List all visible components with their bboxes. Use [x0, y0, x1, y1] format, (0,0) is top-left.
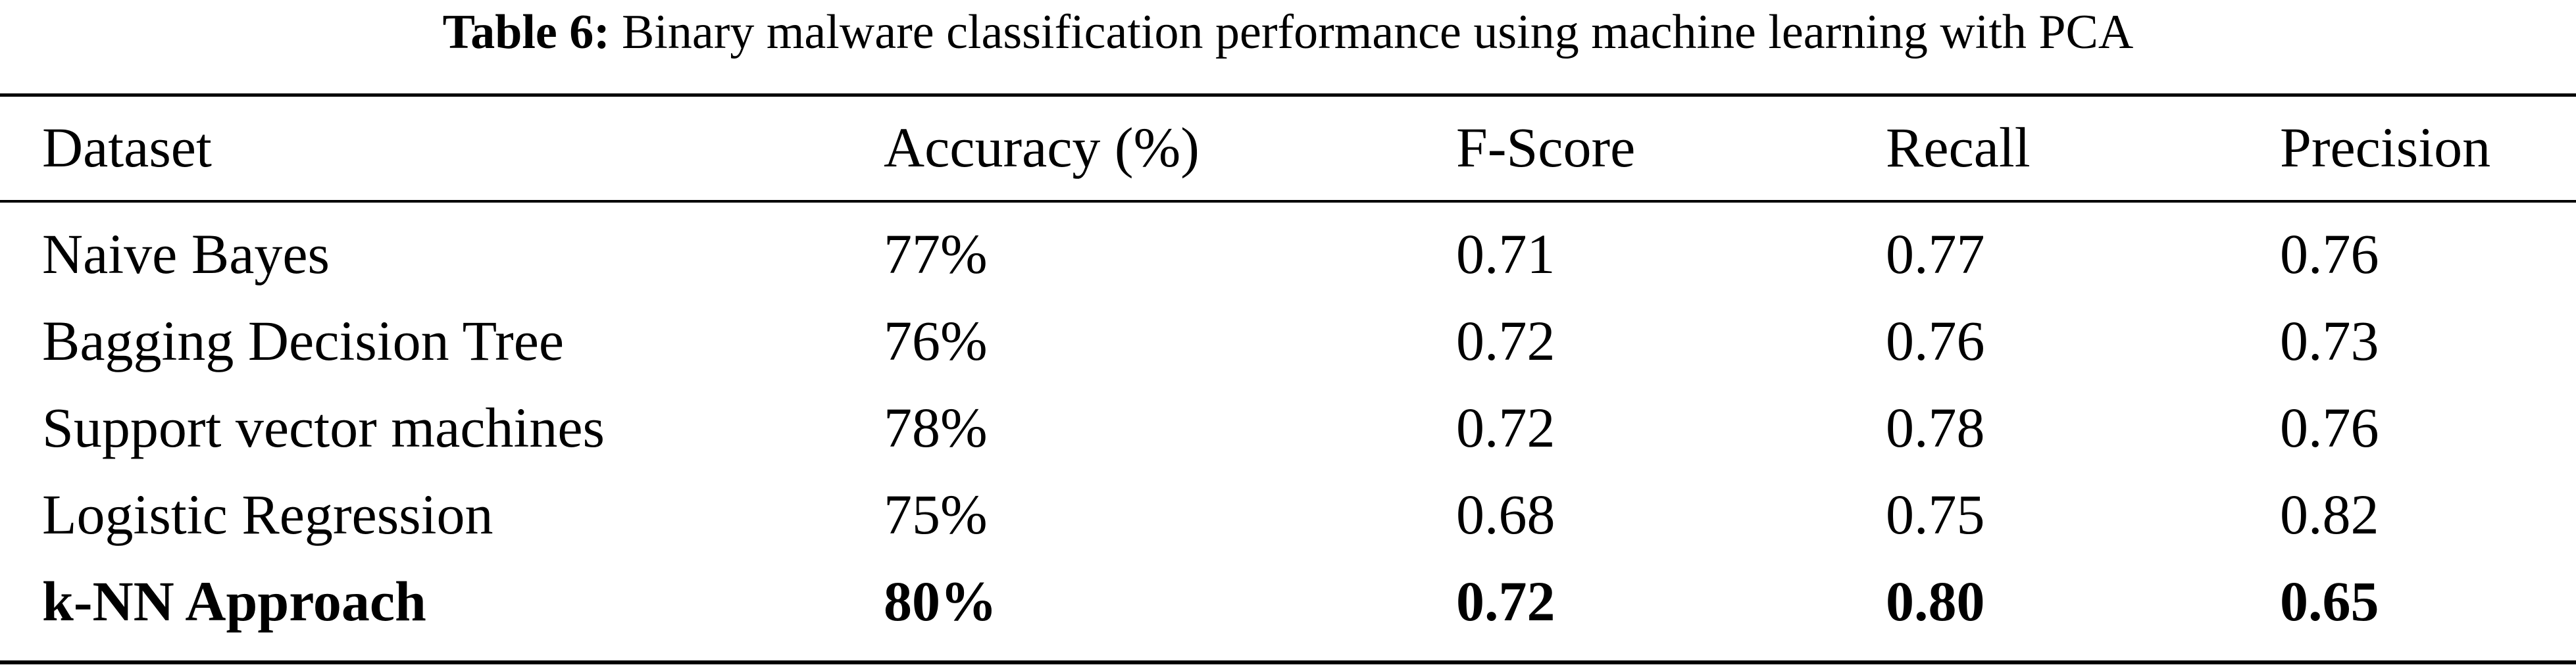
- cell-recall: 0.78: [1886, 396, 1985, 459]
- header-f-score: F-Score: [1456, 116, 1636, 179]
- cell-recall: 0.77: [1886, 222, 1985, 285]
- table-row: Logistic Regression 75% 0.68 0.75 0.82: [0, 471, 2576, 558]
- cell-dataset: Support vector machines: [42, 396, 605, 459]
- table-row: Bagging Decision Tree 76% 0.72 0.76 0.73: [0, 297, 2576, 384]
- cell-accuracy: 77%: [884, 222, 988, 285]
- cell-accuracy: 80%: [884, 570, 997, 633]
- table-caption: Table 6: Binary malware classification pe…: [0, 0, 2576, 82]
- cell-f-score: 0.72: [1456, 396, 1555, 459]
- header-precision: Precision: [2280, 116, 2491, 179]
- cell-precision: 0.76: [2280, 396, 2379, 459]
- cell-recall: 0.76: [1886, 309, 1985, 372]
- cell-precision: 0.65: [2280, 570, 2379, 633]
- table-row: Naive Bayes 77% 0.71 0.77 0.76: [0, 210, 2576, 297]
- cell-f-score: 0.71: [1456, 222, 1555, 285]
- table-caption-text: Binary malware classification performanc…: [621, 5, 2134, 59]
- cell-recall: 0.80: [1886, 570, 1985, 633]
- cell-f-score: 0.72: [1456, 570, 1555, 633]
- table-header-row: Dataset Accuracy (%) F-Score Recall Prec…: [0, 104, 2576, 191]
- cell-precision: 0.73: [2280, 309, 2379, 372]
- cell-dataset: k-NN Approach: [42, 570, 426, 633]
- cell-f-score: 0.68: [1456, 483, 1555, 546]
- cell-dataset: Naive Bayes: [42, 222, 330, 285]
- table-top-rule: [0, 93, 2576, 97]
- cell-dataset: Bagging Decision Tree: [42, 309, 565, 372]
- table-row: Support vector machines 78% 0.72 0.78 0.…: [0, 384, 2576, 471]
- table-caption-label: Table 6:: [442, 5, 610, 59]
- cell-precision: 0.76: [2280, 222, 2379, 285]
- cell-recall: 0.75: [1886, 483, 1985, 546]
- header-accuracy: Accuracy (%): [884, 116, 1200, 179]
- table-row-highlight: k-NN Approach 80% 0.72 0.80 0.65: [0, 558, 2576, 645]
- table-bottom-rule: [0, 660, 2576, 664]
- cell-dataset: Logistic Regression: [42, 483, 493, 546]
- table-header-rule: [0, 200, 2576, 203]
- cell-accuracy: 76%: [884, 309, 988, 372]
- cell-accuracy: 75%: [884, 483, 988, 546]
- cell-accuracy: 78%: [884, 396, 988, 459]
- header-dataset: Dataset: [42, 116, 212, 179]
- header-recall: Recall: [1886, 116, 2031, 179]
- cell-precision: 0.82: [2280, 483, 2379, 546]
- cell-f-score: 0.72: [1456, 309, 1555, 372]
